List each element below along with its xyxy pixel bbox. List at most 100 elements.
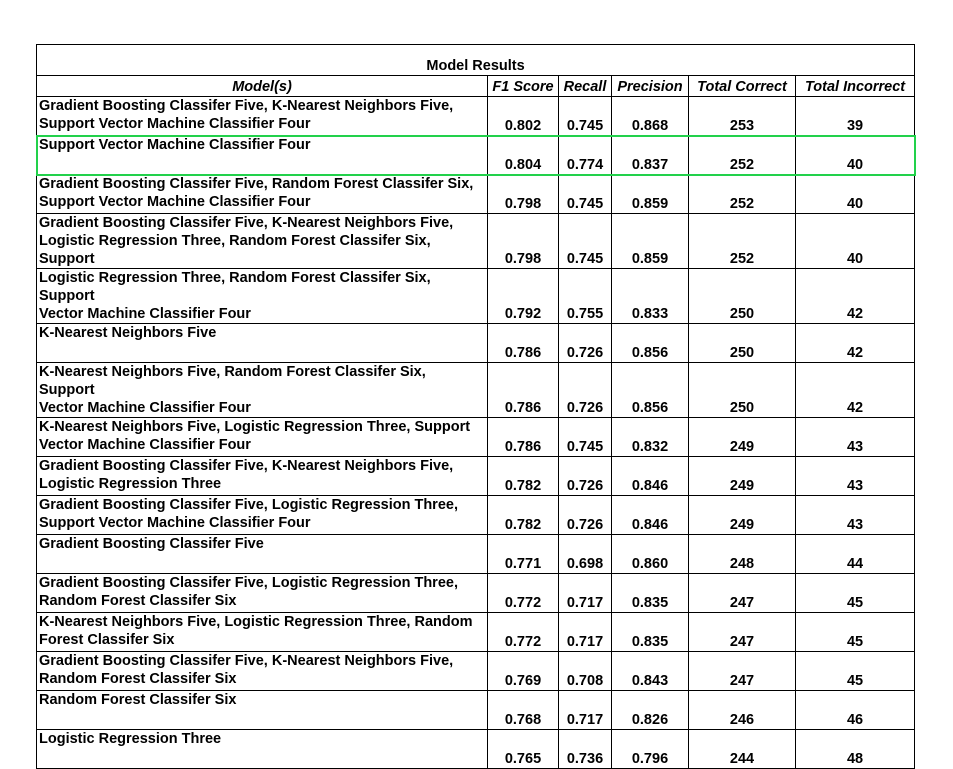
total-incorrect-value: 45 [794,573,916,613]
precision-value: 0.856 [611,323,689,363]
f1-score-value: 0.769 [487,651,559,691]
total-correct-value: 246 [688,690,796,730]
recall-value: 0.755 [558,268,612,324]
total-incorrect-value: 48 [794,729,916,769]
total-correct-value: 252 [688,135,796,175]
total-correct-value: 249 [688,495,796,535]
f1-score-value: 0.786 [487,417,559,457]
header-total-correct: Total Correct [688,75,796,97]
recall-value: 0.726 [558,362,612,418]
total-incorrect-value: 40 [794,174,916,214]
total-correct-value: 250 [688,323,796,363]
table-row: Gradient Boosting Classifer Five, Logist… [36,495,916,535]
model-name: Random Forest Classifer Six [36,690,488,730]
precision-value: 0.846 [611,456,689,496]
recall-value: 0.745 [558,96,612,136]
total-incorrect-value: 44 [794,534,916,574]
table-row: Logistic Regression Three 0.765 0.736 0.796… [36,729,916,769]
model-name: Gradient Boosting Classifer Five, K-Near… [36,96,488,136]
table-row: Gradient Boosting Classifer Five, K-Near… [36,96,916,136]
total-incorrect-value: 43 [794,495,916,535]
f1-score-value: 0.772 [487,573,559,613]
f1-score-value: 0.765 [487,729,559,769]
recall-value: 0.726 [558,323,612,363]
recall-value: 0.745 [558,174,612,214]
recall-value: 0.774 [558,135,612,175]
total-correct-value: 250 [688,268,796,324]
f1-score-value: 0.792 [487,268,559,324]
total-incorrect-value: 45 [794,651,916,691]
total-correct-value: 247 [688,573,796,613]
table-body: Gradient Boosting Classifer Five, K-Near… [36,96,916,769]
table-row: Logistic Regression Three, Random Forest… [36,268,916,324]
total-correct-value: 247 [688,612,796,652]
total-incorrect-value: 42 [794,268,916,324]
total-incorrect-value: 42 [794,323,916,363]
total-correct-value: 244 [688,729,796,769]
table-row: K-Nearest Neighbors Five, Logistic Regre… [36,612,916,652]
table-title: Model Results [35,44,916,76]
table-row: Gradient Boosting Classifer Five, K-Near… [36,651,916,691]
total-correct-value: 247 [688,651,796,691]
total-incorrect-value: 43 [794,417,916,457]
recall-value: 0.726 [558,456,612,496]
precision-value: 0.833 [611,268,689,324]
table-row: Gradient Boosting Classifer Five, Random… [36,174,916,214]
total-correct-value: 252 [688,213,796,269]
model-name: K-Nearest Neighbors Five, Logistic Regre… [36,612,488,652]
model-name: K-Nearest Neighbors Five, Logistic Regre… [36,417,488,457]
table-row: K-Nearest Neighbors Five, Logistic Regre… [36,417,916,457]
precision-value: 0.826 [611,690,689,730]
total-incorrect-value: 39 [794,96,916,136]
f1-score-value: 0.782 [487,495,559,535]
f1-score-value: 0.782 [487,456,559,496]
header-models: Model(s) [36,75,488,97]
recall-value: 0.717 [558,612,612,652]
table-row: K-Nearest Neighbors Five, Random Forest … [36,362,916,418]
model-name: Logistic Regression Three, Random Forest… [36,268,488,324]
total-correct-value: 248 [688,534,796,574]
total-incorrect-value: 43 [794,456,916,496]
f1-score-value: 0.798 [487,213,559,269]
recall-value: 0.745 [558,417,612,457]
header-total-incorrect: Total Incorrect [794,75,916,97]
precision-value: 0.856 [611,362,689,418]
recall-value: 0.717 [558,573,612,613]
model-name: Gradient Boosting Classifer Five, Logist… [36,573,488,613]
precision-value: 0.835 [611,612,689,652]
header-precision: Precision [611,75,689,97]
table-row: Gradient Boosting Classifer Five, K-Near… [36,213,916,269]
precision-value: 0.796 [611,729,689,769]
total-incorrect-value: 42 [794,362,916,418]
model-name: Support Vector Machine Classifier Four [36,135,488,175]
model-name: Gradient Boosting Classifer Five, K-Near… [36,456,488,496]
model-name: Gradient Boosting Classifer Five, Random… [36,174,488,214]
total-incorrect-value: 40 [794,213,916,269]
total-incorrect-value: 46 [794,690,916,730]
precision-value: 0.868 [611,96,689,136]
recall-value: 0.745 [558,213,612,269]
total-correct-value: 253 [688,96,796,136]
f1-score-value: 0.786 [487,362,559,418]
model-name: K-Nearest Neighbors Five, Random Forest … [36,362,488,418]
model-name: Gradient Boosting Classifer Five, K-Near… [36,213,488,269]
header-recall: Recall [558,75,612,97]
model-name: K-Nearest Neighbors Five [36,323,488,363]
total-correct-value: 249 [688,456,796,496]
model-name: Gradient Boosting Classifer Five, K-Near… [36,651,488,691]
recall-value: 0.698 [558,534,612,574]
f1-score-value: 0.804 [487,135,559,175]
f1-score-value: 0.802 [487,96,559,136]
recall-value: 0.726 [558,495,612,535]
total-incorrect-value: 45 [794,612,916,652]
model-name: Gradient Boosting Classifer Five, Logist… [36,495,488,535]
table-row: Gradient Boosting Classifer Five, K-Near… [36,456,916,496]
header-f1-score: F1 Score [487,75,559,97]
precision-value: 0.837 [611,135,689,175]
table-row: Gradient Boosting Classifer Five 0.771 0.6… [36,534,916,574]
recall-value: 0.717 [558,690,612,730]
precision-value: 0.859 [611,174,689,214]
table-row: Support Vector Machine Classifier Four 0.… [36,135,916,175]
precision-value: 0.843 [611,651,689,691]
precision-value: 0.835 [611,573,689,613]
